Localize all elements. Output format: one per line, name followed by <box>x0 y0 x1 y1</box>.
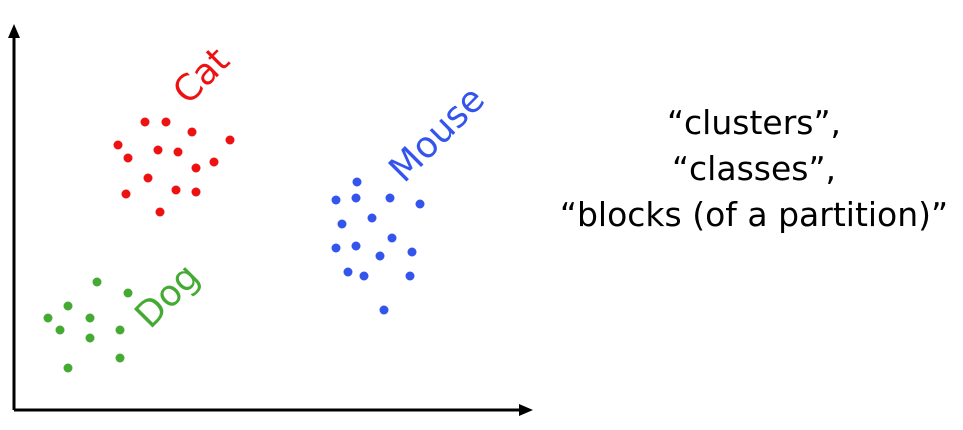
cat-point-11 <box>143 173 153 183</box>
cat-point-5 <box>225 135 235 145</box>
dog-point-8 <box>85 333 95 343</box>
dog-point-7 <box>115 325 125 335</box>
cat-point-13 <box>191 187 201 197</box>
dog-point-4 <box>43 313 53 323</box>
points-layer <box>43 117 425 373</box>
cat-point-12 <box>171 185 181 195</box>
x-axis-arrowhead <box>519 404 533 416</box>
cat-point-1 <box>140 117 150 127</box>
mouse-point-2 <box>331 195 341 205</box>
mouse-point-13 <box>343 267 353 277</box>
term-classes: “classes”, <box>671 149 837 188</box>
cat-point-14 <box>121 189 131 199</box>
dog-point-10 <box>63 363 73 373</box>
dog-point-9 <box>115 353 125 363</box>
dog-point-2 <box>63 301 73 311</box>
mouse-point-6 <box>367 213 377 223</box>
cat-point-6 <box>123 153 133 163</box>
terminology-text: “clusters”, “classes”, “blocks (of a par… <box>545 100 963 238</box>
mouse-point-7 <box>337 219 347 229</box>
mouse-point-9 <box>387 233 397 243</box>
term-clusters: “clusters”, <box>666 103 842 142</box>
dog-point-6 <box>55 325 65 335</box>
term-blocks: “blocks (of a partition)” <box>559 195 949 234</box>
cat-point-9 <box>191 163 201 173</box>
mouse-point-14 <box>359 271 369 281</box>
mouse-point-4 <box>385 193 395 203</box>
cat-point-10 <box>209 157 219 167</box>
mouse-point-8 <box>351 241 361 251</box>
mouse-point-3 <box>351 193 361 203</box>
dog-point-1 <box>92 277 102 287</box>
mouse-point-15 <box>405 271 415 281</box>
dog-point-5 <box>85 313 95 323</box>
cat-point-8 <box>173 147 183 157</box>
dog-label: Dog <box>127 256 207 336</box>
mouse-point-11 <box>407 247 417 257</box>
mouse-point-5 <box>415 199 425 209</box>
mouse-point-16 <box>379 305 389 315</box>
cat-point-3 <box>113 140 123 150</box>
mouse-point-10 <box>331 243 341 253</box>
cat-point-7 <box>153 145 163 155</box>
cat-point-4 <box>187 127 197 137</box>
dog-point-3 <box>123 288 133 298</box>
cat-point-2 <box>161 117 171 127</box>
mouse-point-1 <box>352 177 362 187</box>
cat-point-15 <box>155 207 165 217</box>
y-axis-arrowhead <box>8 24 20 38</box>
axes <box>8 24 533 416</box>
mouse-point-12 <box>375 251 385 261</box>
mouse-label: Mouse <box>381 79 493 191</box>
cat-label: Cat <box>165 40 237 112</box>
